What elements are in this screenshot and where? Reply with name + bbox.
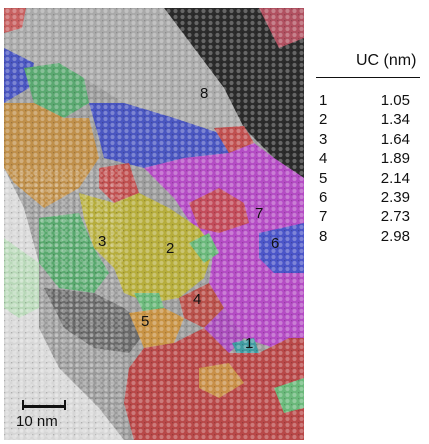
tem-micrograph: 8 7 6 3 2 4 5 1	[4, 8, 304, 440]
legend-row: 8 2.98	[316, 228, 420, 247]
scale-bar: 10 nm	[10, 397, 80, 433]
legend-rows: 1 1.05 2 1.34 3 1.64 4 1.89 5 2.14 6 2.39 7 2.7…	[316, 92, 420, 247]
legend-row-value: 2.98	[380, 227, 410, 245]
legend-row-index: 5	[319, 169, 328, 187]
legend-row: 3 1.64	[316, 131, 420, 150]
scale-bar-tick-right	[64, 400, 66, 410]
legend-row-value: 2.39	[380, 188, 410, 206]
legend-row: 2 1.34	[316, 111, 420, 130]
legend-row: 5 2.14	[316, 170, 420, 189]
legend-row-index: 1	[319, 92, 328, 109]
legend-rule	[316, 77, 420, 78]
grain-label-1: 1	[245, 335, 254, 352]
legend-row-value: 2.14	[380, 169, 410, 187]
grain-label-4: 4	[193, 291, 202, 308]
legend-row-value: 1.05	[380, 92, 410, 109]
legend-row-value: 1.89	[380, 150, 410, 168]
grain-label-2: 2	[166, 240, 175, 257]
lattice-texture-fine	[4, 168, 124, 440]
legend-row-index: 4	[319, 150, 328, 168]
legend-row-index: 3	[319, 130, 328, 148]
legend-row-index: 2	[319, 111, 328, 129]
legend-row: 4 1.89	[316, 150, 420, 169]
legend-row-index: 7	[319, 208, 328, 226]
scale-bar-line	[22, 405, 66, 408]
legend-row-value: 1.34	[380, 111, 410, 129]
grain-label-8: 8	[200, 85, 209, 102]
legend-row: 7 2.73	[316, 208, 420, 227]
legend-row: 6 2.39	[316, 189, 420, 208]
legend-row-value: 1.64	[380, 130, 410, 148]
legend-row-index: 8	[319, 227, 328, 245]
micrograph-svg	[4, 8, 304, 440]
legend-row-index: 6	[319, 188, 328, 206]
legend-row-value: 2.73	[380, 208, 410, 226]
grain-label-3: 3	[98, 233, 107, 250]
legend-header: UC (nm)	[356, 52, 417, 69]
legend-row: 1 1.05	[316, 92, 420, 111]
scale-bar-label: 10 nm	[16, 413, 58, 430]
grain-label-7: 7	[255, 205, 264, 222]
grain-label-5: 5	[141, 313, 150, 330]
grain-label-6: 6	[271, 235, 280, 252]
